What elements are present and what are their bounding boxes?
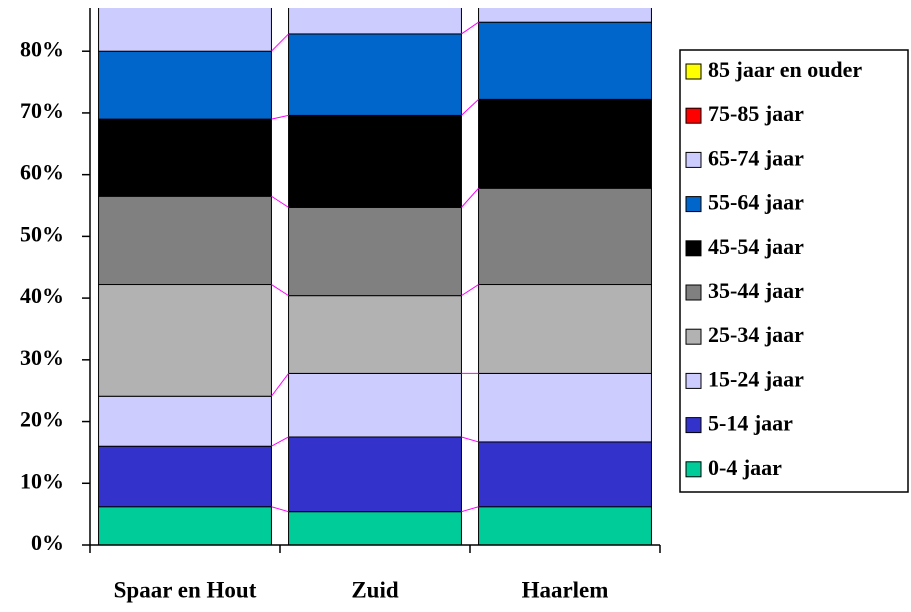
bar-segment [98, 195, 272, 286]
bar-segment [478, 21, 652, 100]
legend-swatch [685, 372, 702, 389]
bar-segment [288, 372, 462, 438]
y-tick-label: 20% [20, 407, 64, 432]
bar-segment [288, 8, 462, 35]
legend-swatch [685, 328, 702, 345]
legend-swatch [685, 417, 702, 434]
bar-segment [98, 50, 272, 120]
legend-label: 5-14 jaar [708, 411, 793, 436]
y-tick-label: 50% [20, 221, 64, 246]
bar-segment [98, 506, 272, 546]
bar-segment [288, 206, 462, 297]
legend-label: 65-74 jaar [708, 145, 804, 170]
series-line [461, 284, 479, 297]
bar-segment [288, 436, 462, 513]
series-line [461, 21, 479, 35]
legend-swatch [685, 151, 702, 168]
x-tick-label: Haarlem [522, 577, 609, 602]
series-line [271, 506, 289, 513]
bar-segment [478, 98, 652, 189]
y-tick-label: 10% [20, 468, 64, 493]
legend-label: 35-44 jaar [708, 278, 804, 303]
legend-label: 25-34 jaar [708, 322, 804, 347]
bar-segment [98, 395, 272, 447]
bar-segment [288, 114, 462, 208]
y-tick-label: 60% [20, 160, 64, 185]
legend-label: 75-85 jaar [708, 101, 804, 126]
bar-segment [288, 511, 462, 546]
bar-segment [98, 118, 272, 197]
axes: Spaar en Hout Zuid Haarlem 0% 10% 20% 30% 40% 50… [20, 8, 661, 602]
bar-segment [98, 8, 272, 52]
bar-segment [478, 372, 652, 443]
y-tick-label: 80% [20, 36, 64, 61]
x-tick-label: Spaar en Hout [114, 577, 257, 602]
legend-label: 0-4 jaar [708, 455, 782, 480]
series-line [271, 195, 289, 208]
series-line [461, 98, 479, 116]
legend-label: 15-24 jaar [708, 366, 804, 391]
bar-segment [478, 8, 652, 23]
bar-segment [288, 295, 462, 374]
bar-segment [478, 284, 652, 374]
legend-swatch [685, 284, 702, 301]
legend: 85 jaar en ouder 75-85 jaar 65-74 jaar 55-6… [685, 57, 862, 480]
bar-segment [478, 506, 652, 546]
legend-swatch [685, 63, 702, 80]
legend-swatch [685, 196, 702, 213]
y-tick-label: 70% [20, 98, 64, 123]
series-line [271, 114, 289, 120]
bar-segment [288, 33, 462, 116]
series-line [271, 33, 289, 52]
y-tick-label: 0% [31, 530, 64, 555]
bar-segment [478, 441, 652, 508]
bar-segment [478, 187, 652, 286]
legend-box [679, 49, 909, 493]
y-tick-label: 30% [20, 345, 64, 370]
legend-label: 45-54 jaar [708, 234, 804, 259]
legend-swatch [685, 461, 702, 478]
bar-segment [98, 284, 272, 397]
legend-swatch [685, 240, 702, 257]
series-line [271, 373, 289, 397]
x-tick-label: Zuid [351, 577, 399, 602]
bar-segment [98, 445, 272, 508]
legend-swatch [685, 107, 702, 124]
series-line [461, 436, 479, 443]
y-tick-label: 40% [20, 283, 64, 308]
legend-label: 55-64 jaar [708, 190, 804, 215]
legend-label: 85 jaar en ouder [708, 57, 862, 82]
series-line [461, 506, 479, 513]
series-line [271, 436, 289, 447]
series-line [271, 284, 289, 297]
series-line [461, 187, 479, 208]
plot-area [98, 8, 652, 546]
